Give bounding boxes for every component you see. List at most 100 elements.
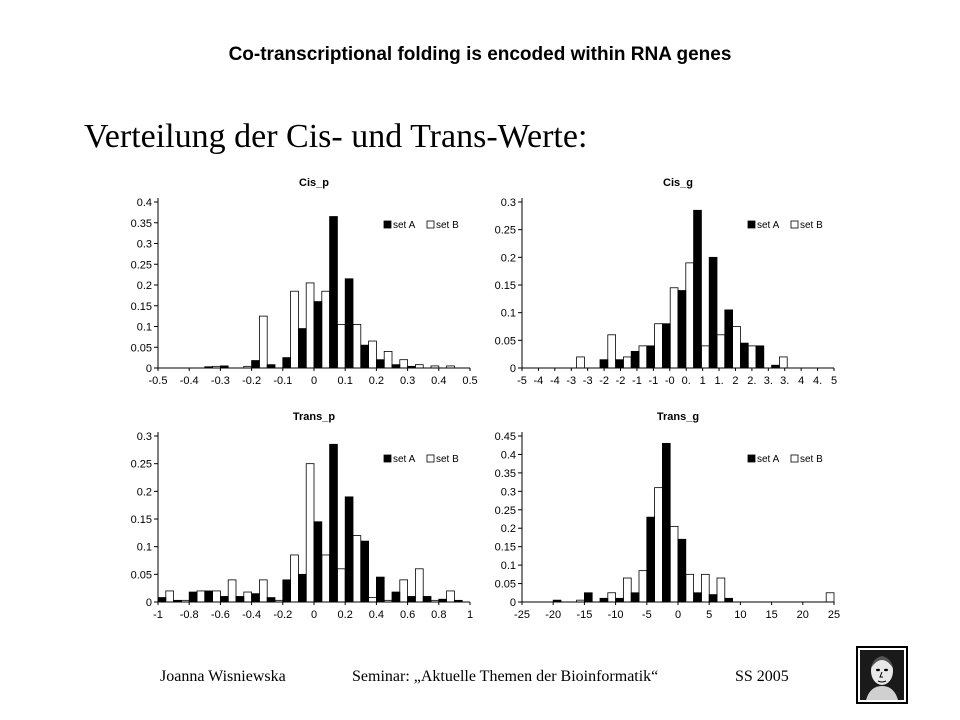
bar-set-b: [383, 350, 393, 369]
y-tick-label: 0.15: [495, 542, 516, 554]
x-tick-label: 0.3: [400, 375, 415, 387]
bar-set-a: [329, 216, 338, 369]
legend-swatch-set-a: [747, 220, 756, 229]
bar-set-a: [724, 309, 734, 369]
x-tick-label: 0.: [682, 375, 691, 387]
bar-set-b: [669, 287, 679, 369]
bar-set-a: [204, 590, 214, 603]
bar-set-b: [778, 356, 788, 369]
y-tick-label: 0.2: [137, 280, 152, 292]
bar-set-b: [607, 592, 617, 603]
bar-set-a: [360, 540, 370, 603]
bar-set-a: [329, 443, 338, 603]
x-tick-label: 0: [311, 609, 317, 621]
x-tick-label: 0.2: [338, 609, 353, 621]
cis-p-chart-svg: Cis_p 0 0.05 0.1 0.15 0.2 0.25 0.3 0.35 0.4 -0.5 -0…: [131, 177, 478, 387]
bar-set-a: [360, 344, 370, 369]
y-tick-label: 0.2: [501, 523, 516, 535]
bar-set-b: [258, 579, 268, 603]
bar-set-b: [196, 590, 206, 603]
y-tick-label: 0.1: [137, 542, 152, 554]
x-tick-label: -15: [576, 609, 592, 621]
bar-set-a: [599, 597, 609, 603]
bar-set-a: [282, 357, 292, 369]
chart-title: Cis_g: [663, 177, 693, 189]
y-tick-label: 0.05: [495, 335, 516, 347]
y-tick-label: 0.3: [501, 486, 516, 498]
y-tick-label: 0.3: [137, 431, 152, 443]
bar-set-b: [258, 315, 268, 369]
x-tick-label: 3.: [764, 375, 773, 387]
bar-set-a: [630, 350, 640, 369]
y-tick-label: 0.35: [131, 218, 152, 230]
bar-set-b: [716, 334, 726, 369]
bar-set-a: [630, 592, 640, 603]
legend-label-set-b: set B: [436, 220, 459, 231]
y-tick-label: 0.05: [495, 579, 516, 591]
x-tick-label: -0.1: [273, 375, 292, 387]
bar-set-a: [646, 516, 656, 603]
bar-set-b: [700, 573, 710, 603]
bar-set-b: [716, 577, 726, 603]
bar-set-b: [399, 579, 408, 603]
bar-set-a: [739, 342, 749, 369]
bar-set-b: [321, 290, 331, 369]
x-tick-label: 15: [765, 609, 777, 621]
bar-set-a: [188, 591, 198, 603]
bar-set-a: [344, 278, 354, 369]
bar-set-b: [352, 535, 362, 603]
bar-set-b: [732, 326, 741, 369]
bar-set-b: [622, 356, 632, 369]
bar-set-b: [685, 262, 695, 369]
cis-g-chart-svg: Cis_g00.050.10.150.20.250.3-5 -4 -4 -3 -3 -2-…: [495, 177, 837, 387]
legend-swatch-set-b: [790, 220, 799, 229]
y-tick-label: 0.25: [495, 505, 516, 517]
footer-author: Joanna Wisniewska: [160, 668, 286, 685]
y-tick-label: 0: [146, 363, 152, 375]
bar-set-a: [661, 442, 671, 603]
bar-set-b: [607, 334, 617, 369]
goethe-logo-icon: [856, 646, 908, 704]
legend-label-set-a: set A: [757, 220, 780, 231]
bar-set-a: [251, 593, 260, 603]
bar-set-a: [755, 345, 765, 369]
bar-set-b: [638, 345, 648, 369]
bar-set-a: [584, 592, 593, 603]
x-tick-label: -25: [514, 609, 530, 621]
bar-set-a: [313, 301, 323, 369]
x-tick-label: 4: [798, 375, 804, 387]
slide-header: Co-transcriptional folding is encoded wi…: [228, 44, 732, 65]
trans-g-chart-svg: Trans_g 0 0.05 0.1 0.15 0.2 0.25 0.3 0.35 0.4 0.45…: [495, 411, 841, 621]
x-tick-label: -0.2: [242, 375, 261, 387]
legend-label-set-a: set A: [393, 454, 416, 465]
x-tick-label: -3: [566, 375, 576, 387]
bar-set-a: [235, 596, 245, 603]
x-tick-label: -0: [665, 375, 675, 387]
x-tick-label: 0: [311, 375, 317, 387]
cis-p-chart: Cis_p 0 0.05 0.1 0.15 0.2 0.25 0.3 0.35 0.4 -0.5 -0…: [118, 170, 478, 400]
x-tick-label: 3.: [780, 375, 789, 387]
bar-set-b: [446, 590, 455, 603]
bar-set-b: [747, 345, 757, 369]
y-tick-label: 0.25: [495, 225, 516, 237]
y-tick-label: 0.25: [131, 459, 152, 471]
y-tick-label: 0.1: [501, 560, 516, 572]
bar-set-b: [669, 525, 679, 603]
legend-label-set-b: set B: [800, 454, 823, 465]
bar-set-a: [297, 328, 307, 369]
x-tick-label: -2: [616, 375, 626, 387]
bar-set-a: [344, 496, 354, 603]
x-tick-label: 1: [467, 609, 473, 621]
x-tick-label: 5: [706, 609, 712, 621]
x-tick-label: -1: [632, 375, 642, 387]
bar-set-b: [227, 579, 237, 603]
bar-set-b: [212, 590, 221, 603]
bar-set-b: [305, 282, 315, 369]
bar-set-b: [399, 359, 408, 369]
y-tick-label: 0: [510, 363, 516, 375]
bar-set-a: [297, 573, 307, 603]
x-tick-label: 0.6: [400, 609, 415, 621]
legend-label-set-b: set B: [800, 220, 823, 231]
y-tick-label: 0.2: [501, 252, 516, 264]
x-tick-label: -0.2: [273, 609, 292, 621]
